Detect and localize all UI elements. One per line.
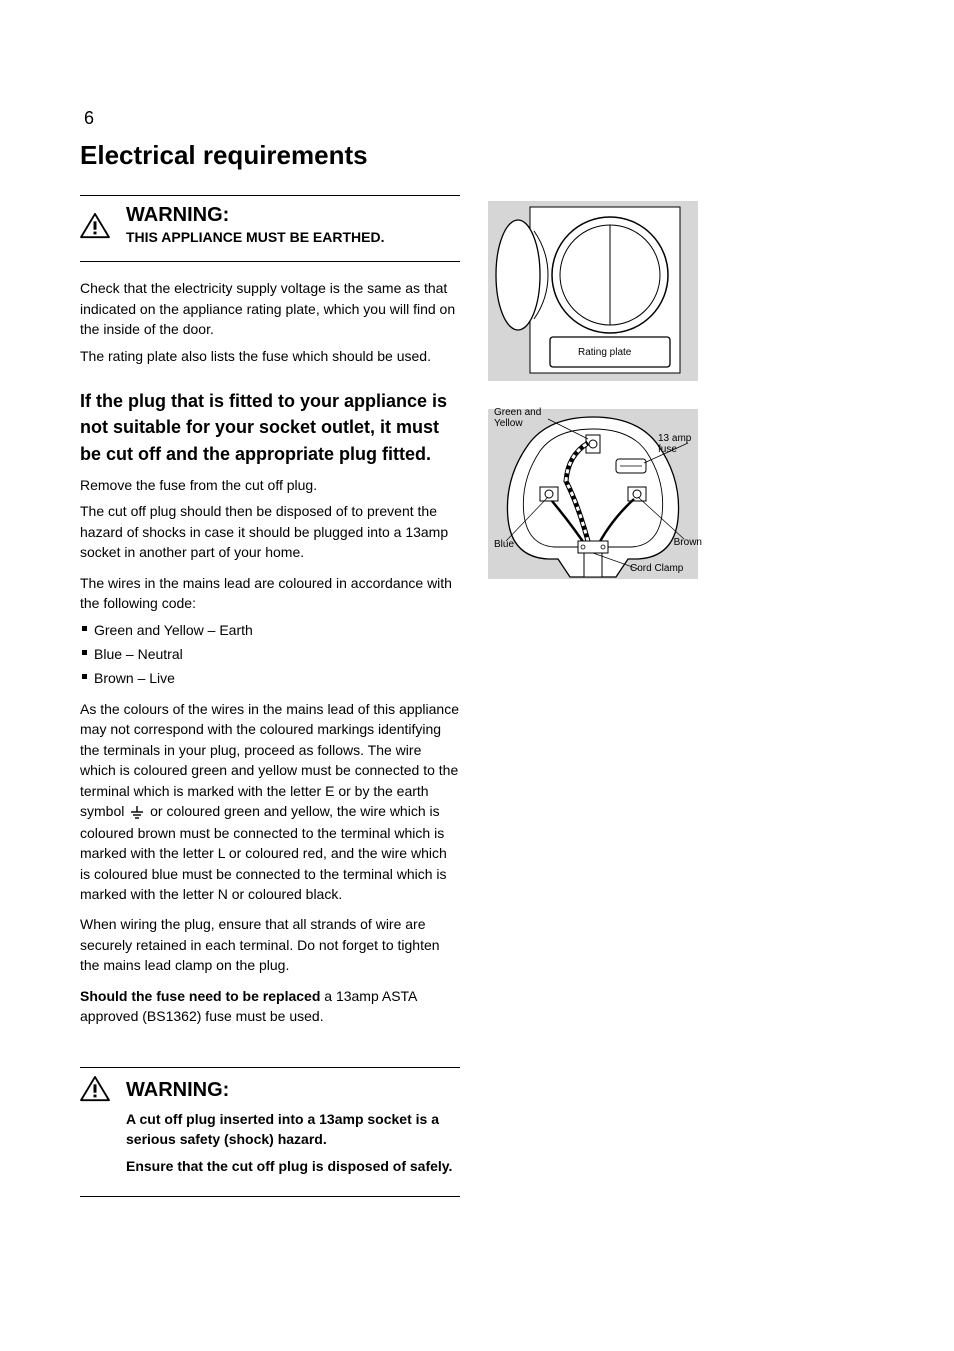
para-wires-intro: The wires in the mains lead are coloured… (80, 573, 460, 614)
warning-2-text: WARNING: A cut off plug inserted into a … (126, 1076, 460, 1183)
label-cord-clamp: Cord Clamp (630, 563, 690, 574)
subheading-plug: If the plug that is fitted to your appli… (80, 388, 460, 467)
label-brown: Brown (674, 537, 702, 548)
warning-1-text: WARNING: THIS APPLIANCE MUST BE EARTHED. (126, 204, 385, 247)
figure-plug-wiring: Green and Yellow 13 amp fuse Brown Blue … (488, 409, 698, 579)
warning-1-heading: WARNING: (126, 204, 385, 227)
warning-icon (80, 1076, 110, 1102)
para-strands: When wiring the plug, ensure that all st… (80, 914, 460, 975)
warning-block-2: WARNING: A cut off plug inserted into a … (80, 1068, 460, 1197)
right-column: Rating plate (488, 195, 698, 579)
label-amp-fuse: 13 amp fuse (658, 433, 708, 455)
para-fuse-replace: Should the fuse need to be replaced a 13… (80, 986, 460, 1027)
para-dispose: The cut off plug should then be disposed… (80, 501, 460, 562)
divider-after-warning2 (80, 1196, 460, 1197)
para-wiring-instructions: As the colours of the wires in the mains… (80, 699, 460, 904)
para-fuse-listed: The rating plate also lists the fuse whi… (80, 346, 460, 366)
label-rating-plate: Rating plate (578, 347, 631, 358)
divider-after-warning1 (80, 261, 460, 262)
warning-block-2-container: WARNING: A cut off plug inserted into a … (80, 1067, 460, 1198)
warning-icon (80, 213, 110, 239)
para-voltage: Check that the electricity supply voltag… (80, 278, 460, 339)
section-title: Electrical requirements (80, 140, 874, 171)
body-text: Check that the electricity supply voltag… (80, 278, 460, 1026)
wire-item-live: Brown – Live (80, 668, 460, 688)
label-blue: Blue (494, 539, 514, 550)
earth-symbol-icon (131, 802, 143, 822)
warning-2-p2: Ensure that the cut off plug is disposed… (126, 1156, 460, 1176)
page-number: 6 (84, 108, 94, 129)
para-remove-fuse: Remove the fuse from the cut off plug. (80, 475, 460, 495)
wire-color-list: Green and Yellow – Earth Blue – Neutral … (80, 620, 460, 689)
warning-2-heading: WARNING: (126, 1076, 460, 1105)
warning-1-line: THIS APPLIANCE MUST BE EARTHED. (126, 227, 385, 247)
fuse-intro: Should the fuse need to be replaced (80, 988, 320, 1004)
wire-item-neutral: Blue – Neutral (80, 644, 460, 664)
figure-dryer-rating-plate: Rating plate (488, 201, 698, 381)
warning-2-p1: A cut off plug inserted into a 13amp soc… (126, 1109, 460, 1150)
wire-item-earth: Green and Yellow – Earth (80, 620, 460, 640)
label-green-yellow: Green and Yellow (494, 407, 564, 429)
content-columns: WARNING: THIS APPLIANCE MUST BE EARTHED.… (80, 195, 874, 1197)
warning-block-1: WARNING: THIS APPLIANCE MUST BE EARTHED. (80, 196, 460, 261)
left-column: WARNING: THIS APPLIANCE MUST BE EARTHED.… (80, 195, 460, 1197)
page: 6 Electrical requirements WARNING: THIS … (0, 0, 954, 1351)
